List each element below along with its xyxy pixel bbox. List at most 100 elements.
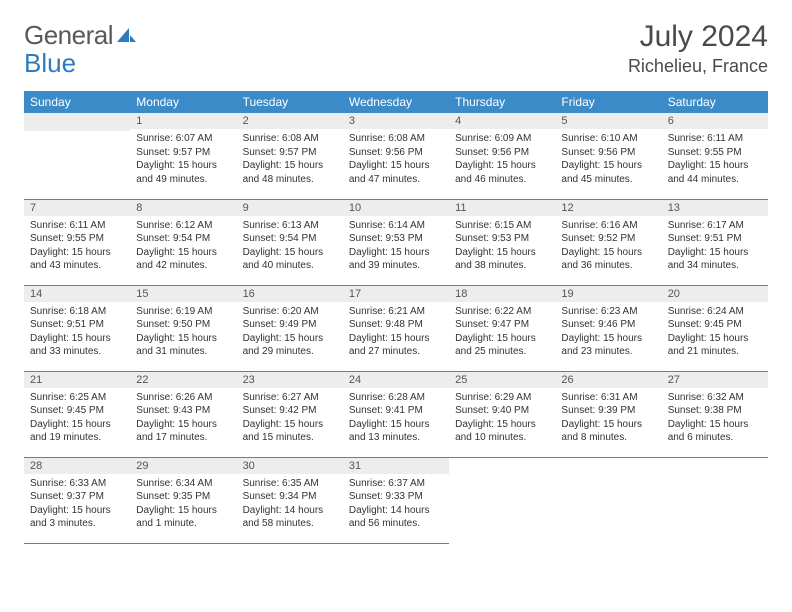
sunset-line: Sunset: 9:35 PM bbox=[136, 490, 230, 504]
day-number: 31 bbox=[343, 458, 449, 474]
sunrise-line: Sunrise: 6:07 AM bbox=[136, 132, 230, 146]
calendar-table: Sunday Monday Tuesday Wednesday Thursday… bbox=[24, 91, 768, 544]
day-number: 16 bbox=[237, 286, 343, 302]
daylight-line: Daylight: 14 hours and 58 minutes. bbox=[243, 504, 337, 531]
day-number: 24 bbox=[343, 372, 449, 388]
daylight-line: Daylight: 15 hours and 36 minutes. bbox=[561, 246, 655, 273]
day-number: 4 bbox=[449, 113, 555, 129]
daylight-line: Daylight: 15 hours and 43 minutes. bbox=[30, 246, 124, 273]
sunset-line: Sunset: 9:55 PM bbox=[668, 146, 762, 160]
sunrise-line: Sunrise: 6:10 AM bbox=[561, 132, 655, 146]
day-content: Sunrise: 6:23 AMSunset: 9:46 PMDaylight:… bbox=[555, 302, 661, 363]
daylight-line: Daylight: 15 hours and 13 minutes. bbox=[349, 418, 443, 445]
sunset-line: Sunset: 9:46 PM bbox=[561, 318, 655, 332]
sunset-line: Sunset: 9:43 PM bbox=[136, 404, 230, 418]
weekday-header: Thursday bbox=[449, 91, 555, 113]
sunset-line: Sunset: 9:41 PM bbox=[349, 404, 443, 418]
day-content: Sunrise: 6:25 AMSunset: 9:45 PMDaylight:… bbox=[24, 388, 130, 449]
weekday-header: Monday bbox=[130, 91, 236, 113]
day-number: 30 bbox=[237, 458, 343, 474]
sunset-line: Sunset: 9:56 PM bbox=[561, 146, 655, 160]
sunset-line: Sunset: 9:56 PM bbox=[455, 146, 549, 160]
calendar-day-cell: 27Sunrise: 6:32 AMSunset: 9:38 PMDayligh… bbox=[662, 371, 768, 457]
sunrise-line: Sunrise: 6:08 AM bbox=[349, 132, 443, 146]
weekday-header-row: Sunday Monday Tuesday Wednesday Thursday… bbox=[24, 91, 768, 113]
sunset-line: Sunset: 9:38 PM bbox=[668, 404, 762, 418]
day-content: Sunrise: 6:24 AMSunset: 9:45 PMDaylight:… bbox=[662, 302, 768, 363]
daylight-line: Daylight: 15 hours and 40 minutes. bbox=[243, 246, 337, 273]
calendar-day-cell: 6Sunrise: 6:11 AMSunset: 9:55 PMDaylight… bbox=[662, 113, 768, 199]
daylight-line: Daylight: 15 hours and 44 minutes. bbox=[668, 159, 762, 186]
calendar-day-cell: 16Sunrise: 6:20 AMSunset: 9:49 PMDayligh… bbox=[237, 285, 343, 371]
day-content: Sunrise: 6:33 AMSunset: 9:37 PMDaylight:… bbox=[24, 474, 130, 535]
calendar-day-cell: 9Sunrise: 6:13 AMSunset: 9:54 PMDaylight… bbox=[237, 199, 343, 285]
daylight-line: Daylight: 15 hours and 1 minute. bbox=[136, 504, 230, 531]
sunset-line: Sunset: 9:34 PM bbox=[243, 490, 337, 504]
day-content: Sunrise: 6:10 AMSunset: 9:56 PMDaylight:… bbox=[555, 129, 661, 190]
daylight-line: Daylight: 15 hours and 45 minutes. bbox=[561, 159, 655, 186]
day-content: Sunrise: 6:37 AMSunset: 9:33 PMDaylight:… bbox=[343, 474, 449, 535]
sunrise-line: Sunrise: 6:21 AM bbox=[349, 305, 443, 319]
calendar-day-cell: 19Sunrise: 6:23 AMSunset: 9:46 PMDayligh… bbox=[555, 285, 661, 371]
day-number: 13 bbox=[662, 200, 768, 216]
day-number: 1 bbox=[130, 113, 236, 129]
daylight-line: Daylight: 15 hours and 17 minutes. bbox=[136, 418, 230, 445]
month-year: July 2024 bbox=[628, 20, 768, 54]
daylight-line: Daylight: 15 hours and 49 minutes. bbox=[136, 159, 230, 186]
logo-sail-icon bbox=[115, 26, 137, 44]
calendar-day-cell: 7Sunrise: 6:11 AMSunset: 9:55 PMDaylight… bbox=[24, 199, 130, 285]
day-content: Sunrise: 6:14 AMSunset: 9:53 PMDaylight:… bbox=[343, 216, 449, 277]
sunrise-line: Sunrise: 6:12 AM bbox=[136, 219, 230, 233]
sunset-line: Sunset: 9:55 PM bbox=[30, 232, 124, 246]
day-content: Sunrise: 6:09 AMSunset: 9:56 PMDaylight:… bbox=[449, 129, 555, 190]
sunset-line: Sunset: 9:57 PM bbox=[136, 146, 230, 160]
logo-text-blue: Blue bbox=[24, 48, 76, 79]
calendar-day-cell: 29Sunrise: 6:34 AMSunset: 9:35 PMDayligh… bbox=[130, 457, 236, 543]
sunrise-line: Sunrise: 6:24 AM bbox=[668, 305, 762, 319]
calendar-day-cell: 30 Sunrise: 6:35 AMSunset: 9:34 PMDayligh… bbox=[237, 457, 343, 543]
daylight-line: Daylight: 15 hours and 6 minutes. bbox=[668, 418, 762, 445]
day-number: 17 bbox=[343, 286, 449, 302]
weekday-header: Sunday bbox=[24, 91, 130, 113]
daylight-line: Daylight: 15 hours and 3 minutes. bbox=[30, 504, 124, 531]
calendar-day-cell: 21Sunrise: 6:25 AMSunset: 9:45 PMDayligh… bbox=[24, 371, 130, 457]
daylight-line: Daylight: 15 hours and 29 minutes. bbox=[243, 332, 337, 359]
day-number: 6 bbox=[662, 113, 768, 129]
daylight-line: Daylight: 15 hours and 47 minutes. bbox=[349, 159, 443, 186]
sunrise-line: Sunrise: 6:34 AM bbox=[136, 477, 230, 491]
sunset-line: Sunset: 9:56 PM bbox=[349, 146, 443, 160]
daylight-line: Daylight: 15 hours and 23 minutes. bbox=[561, 332, 655, 359]
sunrise-line: Sunrise: 6:26 AM bbox=[136, 391, 230, 405]
day-number: 18 bbox=[449, 286, 555, 302]
sunset-line: Sunset: 9:51 PM bbox=[668, 232, 762, 246]
sunrise-line: Sunrise: 6:16 AM bbox=[561, 219, 655, 233]
day-content: Sunrise: 6:19 AMSunset: 9:50 PMDaylight:… bbox=[130, 302, 236, 363]
calendar-day-cell bbox=[555, 457, 661, 543]
day-content: Sunrise: 6:34 AMSunset: 9:35 PMDaylight:… bbox=[130, 474, 236, 535]
day-number: 19 bbox=[555, 286, 661, 302]
day-number: 26 bbox=[555, 372, 661, 388]
day-number: 27 bbox=[662, 372, 768, 388]
sunset-line: Sunset: 9:39 PM bbox=[561, 404, 655, 418]
sunrise-line: Sunrise: 6:23 AM bbox=[561, 305, 655, 319]
day-content: Sunrise: 6:28 AMSunset: 9:41 PMDaylight:… bbox=[343, 388, 449, 449]
sunrise-line: Sunrise: 6:35 AM bbox=[243, 477, 337, 491]
sunset-line: Sunset: 9:45 PM bbox=[30, 404, 124, 418]
calendar-day-cell: 5Sunrise: 6:10 AMSunset: 9:56 PMDaylight… bbox=[555, 113, 661, 199]
location: Richelieu, France bbox=[628, 56, 768, 77]
sunset-line: Sunset: 9:54 PM bbox=[136, 232, 230, 246]
calendar-day-cell: 22Sunrise: 6:26 AMSunset: 9:43 PMDayligh… bbox=[130, 371, 236, 457]
sunset-line: Sunset: 9:52 PM bbox=[561, 232, 655, 246]
daylight-line: Daylight: 14 hours and 56 minutes. bbox=[349, 504, 443, 531]
sunrise-line: Sunrise: 6:17 AM bbox=[668, 219, 762, 233]
day-content: Sunrise: 6:11 AMSunset: 9:55 PMDaylight:… bbox=[24, 216, 130, 277]
calendar-week-row: 28Sunrise: 6:33 AMSunset: 9:37 PMDayligh… bbox=[24, 457, 768, 543]
sunrise-line: Sunrise: 6:25 AM bbox=[30, 391, 124, 405]
day-content: Sunrise: 6:32 AMSunset: 9:38 PMDaylight:… bbox=[662, 388, 768, 449]
day-number: 23 bbox=[237, 372, 343, 388]
sunrise-line: Sunrise: 6:13 AM bbox=[243, 219, 337, 233]
day-number: 7 bbox=[24, 200, 130, 216]
sunset-line: Sunset: 9:49 PM bbox=[243, 318, 337, 332]
sunset-line: Sunset: 9:47 PM bbox=[455, 318, 549, 332]
day-content: Sunrise: 6:12 AMSunset: 9:54 PMDaylight:… bbox=[130, 216, 236, 277]
